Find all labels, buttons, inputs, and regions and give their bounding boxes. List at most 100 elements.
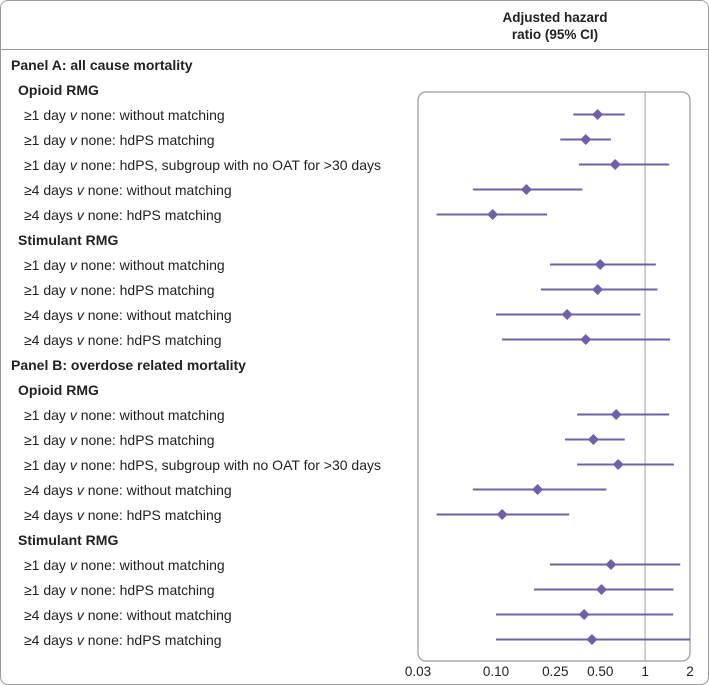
hazard-ratio-diamond: [532, 484, 544, 495]
column-header: Adjusted hazard ratio (95% CI): [470, 9, 640, 43]
row-label-versus: v: [69, 456, 77, 473]
hazard-ratio-diamond: [487, 209, 499, 220]
row-label-prefix: ≥4 days: [24, 481, 77, 498]
row-label: ≥1 day v none: without matching: [24, 105, 225, 125]
hazard-ratio-diamond: [595, 584, 607, 595]
group-heading: Stimulant RMG: [18, 231, 119, 248]
row-label: ≥4 days v none: hdPS matching: [24, 205, 222, 225]
hazard-ratio-diamond: [592, 109, 604, 120]
row-label-suffix: none: hdPS matching: [83, 506, 222, 523]
row-label-prefix: ≥1 day: [24, 156, 70, 173]
row-label-suffix: none: without matching: [83, 606, 232, 623]
row-label-versus: v: [69, 156, 77, 173]
row-label-versus: v: [69, 431, 77, 448]
hazard-ratio-diamond: [520, 184, 532, 195]
row-label-prefix: ≥1 day: [24, 556, 70, 573]
x-tick-label: 2: [686, 664, 694, 679]
row-label-versus: v: [69, 281, 77, 298]
row-label-suffix: none: without matching: [76, 256, 225, 273]
row-label-prefix: ≥1 day: [24, 406, 70, 423]
row-label-prefix: ≥1 day: [24, 256, 70, 273]
row-label-suffix: none: hdPS, subgroup with no OAT for >30…: [76, 156, 381, 173]
row-label-suffix: none: without matching: [76, 106, 225, 123]
hazard-ratio-diamond: [592, 284, 604, 295]
row-label-prefix: ≥4 days: [24, 606, 77, 623]
row-label-versus: v: [69, 581, 77, 598]
panel-heading: Panel B: overdose related mortality: [11, 356, 246, 373]
hazard-ratio-diamond: [586, 634, 598, 645]
hazard-ratio-diamond: [587, 434, 599, 445]
row-label-suffix: none: hdPS matching: [83, 631, 222, 648]
row-label-suffix: none: hdPS matching: [83, 331, 222, 348]
row-label-prefix: ≥4 days: [24, 306, 77, 323]
row-label-suffix: none: without matching: [76, 556, 225, 573]
row-label: ≥4 days v none: hdPS matching: [24, 330, 222, 350]
column-header-line-1: Adjusted hazard: [502, 10, 608, 25]
column-header-line-2: ratio (95% CI): [511, 27, 599, 42]
row-label-versus: v: [76, 206, 84, 223]
row-label-versus: v: [76, 631, 84, 648]
hazard-ratio-diamond: [612, 459, 624, 470]
hazard-ratio-diamond: [496, 509, 508, 520]
row-label-versus: v: [76, 306, 84, 323]
row-label-versus: v: [76, 606, 84, 623]
hazard-ratio-diamond: [578, 609, 590, 620]
row-label: ≥1 day v none: without matching: [24, 255, 225, 275]
row-label-prefix: ≥1 day: [24, 581, 70, 598]
group-heading: Opioid RMG: [18, 81, 99, 98]
x-tick-label: 1: [641, 664, 649, 679]
row-label-versus: v: [69, 106, 77, 123]
x-tick-label: 0.03: [404, 664, 432, 679]
row-label-suffix: none: without matching: [83, 181, 232, 198]
row-label-versus: v: [76, 481, 84, 498]
hazard-ratio-diamond: [610, 409, 622, 420]
row-label: ≥4 days v none: hdPS matching: [24, 630, 222, 650]
x-tick-label: 0.25: [542, 664, 569, 679]
row-label-versus: v: [76, 331, 84, 348]
hazard-ratio-diamond: [605, 559, 617, 570]
row-label-prefix: ≥1 day: [24, 106, 70, 123]
row-label: ≥1 day v none: hdPS, subgroup with no OA…: [24, 455, 381, 475]
row-label: ≥1 day v none: without matching: [24, 405, 225, 425]
panel-heading: Panel A: all cause mortality: [11, 56, 193, 73]
row-label-versus: v: [76, 506, 84, 523]
hazard-ratio-diamond: [580, 334, 592, 345]
hazard-ratio-diamond: [594, 259, 606, 270]
x-tick-label: 0.10: [482, 664, 510, 679]
row-label-prefix: ≥4 days: [24, 506, 77, 523]
row-label: ≥4 days v none: without matching: [24, 180, 232, 200]
row-label: ≥1 day v none: hdPS matching: [24, 580, 215, 600]
hazard-ratio-diamond: [609, 159, 621, 170]
row-label-prefix: ≥1 day: [24, 456, 70, 473]
row-label-suffix: none: hdPS, subgroup with no OAT for >30…: [76, 456, 381, 473]
row-label-versus: v: [69, 256, 77, 273]
group-heading: Stimulant RMG: [18, 531, 119, 548]
row-label-prefix: ≥1 day: [24, 281, 70, 298]
row-label: ≥1 day v none: hdPS matching: [24, 430, 215, 450]
row-label-versus: v: [76, 181, 84, 198]
row-label-suffix: none: hdPS matching: [83, 206, 222, 223]
header-divider: [1, 49, 708, 50]
row-label-prefix: ≥1 day: [24, 131, 70, 148]
row-label-prefix: ≥1 day: [24, 431, 70, 448]
row-label-suffix: none: hdPS matching: [76, 131, 215, 148]
row-label-versus: v: [69, 131, 77, 148]
row-label-suffix: none: without matching: [83, 306, 232, 323]
header-band: [1, 1, 708, 49]
row-label: ≥4 days v none: without matching: [24, 305, 232, 325]
row-label-prefix: ≥4 days: [24, 631, 77, 648]
hazard-ratio-diamond: [561, 309, 573, 320]
row-label: ≥1 day v none: hdPS matching: [24, 280, 215, 300]
hazard-ratio-diamond: [580, 134, 592, 145]
row-label: ≥4 days v none: hdPS matching: [24, 505, 222, 525]
row-label: ≥1 day v none: hdPS matching: [24, 130, 215, 150]
row-label-suffix: none: hdPS matching: [76, 431, 215, 448]
row-label: ≥1 day v none: without matching: [24, 555, 225, 575]
row-label: ≥4 days v none: without matching: [24, 480, 232, 500]
row-label-prefix: ≥4 days: [24, 331, 77, 348]
row-label-suffix: none: without matching: [76, 406, 225, 423]
row-label: ≥4 days v none: without matching: [24, 605, 232, 625]
row-label-suffix: none: hdPS matching: [76, 581, 215, 598]
row-label: ≥1 day v none: hdPS, subgroup with no OA…: [24, 155, 381, 175]
